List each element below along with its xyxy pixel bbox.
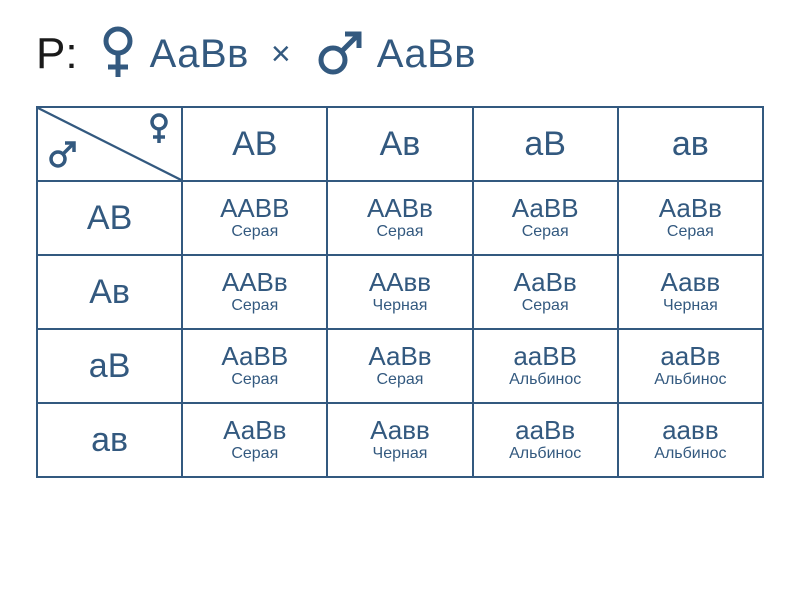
col-header-0: АВ bbox=[182, 107, 327, 181]
cell: ААВВ Серая bbox=[182, 181, 327, 255]
male-genotype: АаВв bbox=[377, 32, 476, 77]
punnett-square: АВ Ав аВ ав АВ ААВВ Серая ААВв Серая АаВВ С… bbox=[36, 106, 764, 478]
genotype: ааВВ bbox=[478, 343, 613, 370]
cell: АаВв Серая bbox=[473, 255, 618, 329]
table-row: аВ АаВВ Серая АаВв Серая ааВВ Альбинос ааВв… bbox=[37, 329, 763, 403]
genotype: АаВВ bbox=[187, 343, 322, 370]
genotype: Аавв bbox=[332, 417, 467, 444]
genotype: аавв bbox=[623, 417, 758, 444]
row-header-0: АВ bbox=[37, 181, 182, 255]
p-label: P: bbox=[36, 29, 78, 79]
phenotype: Серая bbox=[332, 224, 467, 241]
cross-symbol: × bbox=[271, 35, 291, 74]
cell: АаВВ Серая bbox=[182, 329, 327, 403]
phenotype: Серая bbox=[187, 298, 322, 315]
phenotype: Серая bbox=[623, 224, 758, 241]
phenotype: Серая bbox=[187, 224, 322, 241]
genotype: ААВв bbox=[187, 269, 322, 296]
phenotype: Альбинос bbox=[478, 446, 613, 463]
phenotype: Черная bbox=[332, 298, 467, 315]
table-row: ав АаВв Серая Аавв Черная ааВв Альбинос аав… bbox=[37, 403, 763, 477]
col-header-3: ав bbox=[618, 107, 763, 181]
cell: ааВВ Альбинос bbox=[473, 329, 618, 403]
col-header-2: аВ bbox=[473, 107, 618, 181]
phenotype: Серая bbox=[187, 446, 322, 463]
cell: ааВв Альбинос bbox=[473, 403, 618, 477]
header-row: АВ Ав аВ ав bbox=[37, 107, 763, 181]
cell: АаВв Серая bbox=[182, 403, 327, 477]
table-row: Ав ААВв Серая ААвв Черная АаВв Серая Аавв Че… bbox=[37, 255, 763, 329]
female-genotype: АаВв bbox=[150, 32, 249, 77]
col-header-1: Ав bbox=[327, 107, 472, 181]
cell: Аавв Черная bbox=[618, 255, 763, 329]
genotype: ААВВ bbox=[187, 195, 322, 222]
cell: Аавв Черная bbox=[327, 403, 472, 477]
phenotype: Серая bbox=[187, 372, 322, 389]
phenotype: Серая bbox=[478, 298, 613, 315]
parents-row: P: АаВв × АаВв bbox=[36, 18, 764, 90]
genotype: ААвв bbox=[332, 269, 467, 296]
genotype: ааВв bbox=[478, 417, 613, 444]
male-icon bbox=[46, 139, 78, 176]
genotype: Аавв bbox=[623, 269, 758, 296]
cell: ААВв Серая bbox=[182, 255, 327, 329]
cell: ааВв Альбинос bbox=[618, 329, 763, 403]
cell: аавв Альбинос bbox=[618, 403, 763, 477]
phenotype: Серая bbox=[332, 372, 467, 389]
phenotype: Черная bbox=[332, 446, 467, 463]
genotype: АаВВ bbox=[478, 195, 613, 222]
cell: АаВВ Серая bbox=[473, 181, 618, 255]
genotype: ААВв bbox=[332, 195, 467, 222]
genotype: АаВв bbox=[332, 343, 467, 370]
genotype: ааВв bbox=[623, 343, 758, 370]
female-icon bbox=[147, 112, 171, 151]
male-icon bbox=[313, 28, 365, 80]
corner-cell bbox=[37, 107, 182, 181]
phenotype: Альбинос bbox=[478, 372, 613, 389]
row-header-2: аВ bbox=[37, 329, 182, 403]
phenotype: Серая bbox=[478, 224, 613, 241]
cell: АаВв Серая bbox=[327, 329, 472, 403]
genotype: АаВв bbox=[187, 417, 322, 444]
table-row: АВ ААВВ Серая ААВв Серая АаВВ Серая АаВв Сер… bbox=[37, 181, 763, 255]
phenotype: Альбинос bbox=[623, 372, 758, 389]
row-header-1: Ав bbox=[37, 255, 182, 329]
female-icon bbox=[98, 25, 138, 83]
phenotype: Черная bbox=[623, 298, 758, 315]
cell: ААВв Серая bbox=[327, 181, 472, 255]
cell: ААвв Черная bbox=[327, 255, 472, 329]
genotype: АаВв bbox=[478, 269, 613, 296]
genotype: АаВв bbox=[623, 195, 758, 222]
phenotype: Альбинос bbox=[623, 446, 758, 463]
row-header-3: ав bbox=[37, 403, 182, 477]
cell: АаВв Серая bbox=[618, 181, 763, 255]
